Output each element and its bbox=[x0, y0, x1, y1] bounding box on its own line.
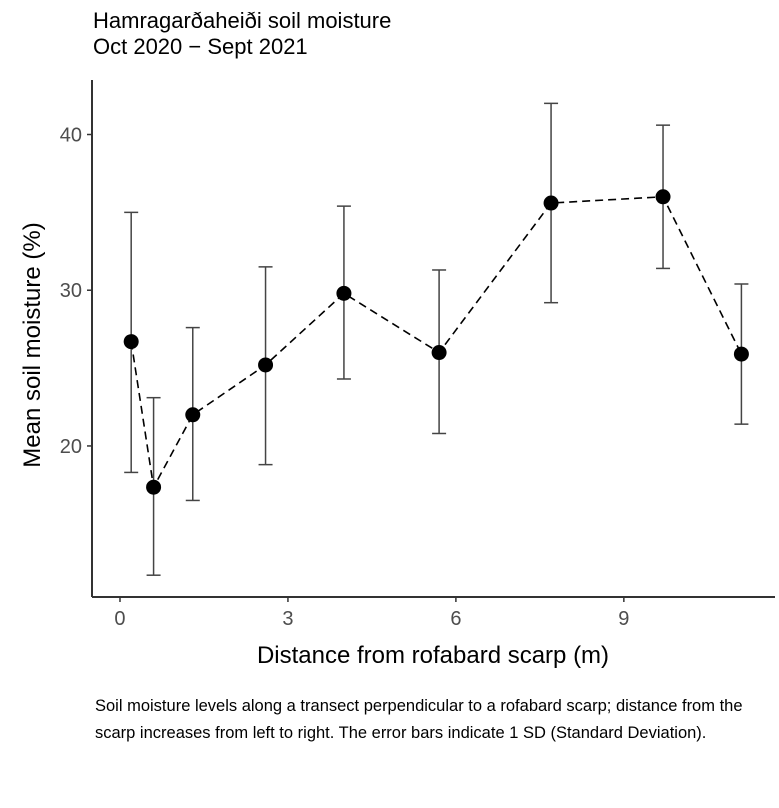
data-point bbox=[336, 285, 352, 301]
data-point bbox=[733, 346, 749, 362]
chart-title: Hamragarðaheiði soil moisture Oct 2020 −… bbox=[93, 8, 391, 60]
data-point bbox=[543, 195, 559, 211]
soil-moisture-chart: 20 30 40 0 3 6 9 Distance from rofabard scarp … bbox=[19, 80, 775, 669]
axes: 20 30 40 0 3 6 9 bbox=[60, 80, 775, 630]
data-point bbox=[146, 479, 162, 495]
data-point bbox=[655, 189, 671, 205]
figure-caption: Soil moisture levels along a transect pe… bbox=[95, 697, 743, 742]
data-point bbox=[258, 357, 274, 373]
dashed-series-line bbox=[130, 195, 743, 490]
y-tick-label: 40 bbox=[60, 125, 82, 147]
x-tick-label: 3 bbox=[282, 608, 293, 630]
x-tick-label: 0 bbox=[114, 608, 125, 630]
y-tick-label: 30 bbox=[60, 280, 82, 302]
data-point bbox=[123, 334, 139, 350]
x-tick-label: 6 bbox=[450, 608, 461, 630]
data-point bbox=[185, 407, 201, 423]
chart-subtitle: Oct 2020 − Sept 2021 bbox=[93, 34, 308, 59]
chart-title-main: Hamragarðaheiði soil moisture bbox=[93, 8, 392, 33]
y-tick-label: 20 bbox=[60, 436, 82, 458]
data-marks bbox=[123, 102, 749, 576]
y-axis-title: Mean soil moisture (%) bbox=[19, 222, 46, 467]
data-point bbox=[431, 345, 447, 361]
x-axis-title: Distance from rofabard scarp (m) bbox=[257, 642, 609, 669]
x-tick-label: 9 bbox=[618, 608, 629, 630]
